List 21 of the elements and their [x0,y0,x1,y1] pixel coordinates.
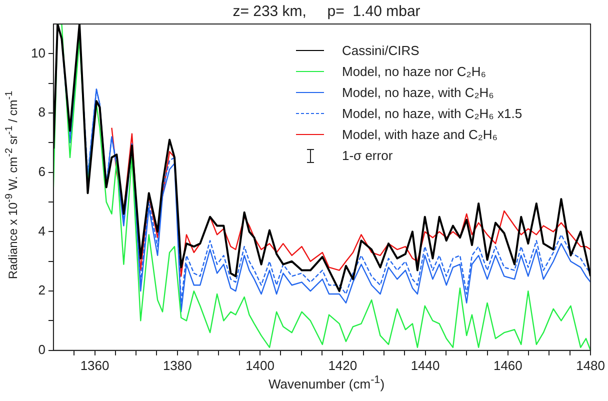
x-tick-label: 1460 [493,358,522,373]
legend-label: Model, no haze, with C₂H₆ [342,85,494,100]
x-tick-label: 1380 [162,358,192,373]
legend-label: Cassini/CIRS [342,43,420,58]
x-tick-label: 1360 [80,358,110,373]
legend-label: Model, no haze nor C₂H₆ [342,64,486,79]
y-tick-label: 2 [38,282,46,298]
y-tick-label: 6 [38,164,46,179]
x-axis-title: Wavenumber (cm$^{-1}$) [267,374,386,392]
legend-label: Model, no haze, with C₂H₆ x1.5 [342,106,522,121]
x-tick-label: 1440 [410,358,440,373]
x-tick-label: 1420 [328,358,358,373]
x-tick-label: 1400 [246,358,274,373]
chart-title: z= 233 km, p= 1.40 mbar [232,3,422,20]
legend-label: Model, with haze and C₂H₆ [342,127,498,142]
annotation: 1-σ error [342,148,393,163]
y-tick-label: 10 [30,45,46,60]
y-tick-label: 8 [38,104,46,120]
y-tick-label: 0 [38,342,46,357]
y-tick-label: 4 [38,223,46,238]
x-tick-label: 1480 [576,358,605,373]
